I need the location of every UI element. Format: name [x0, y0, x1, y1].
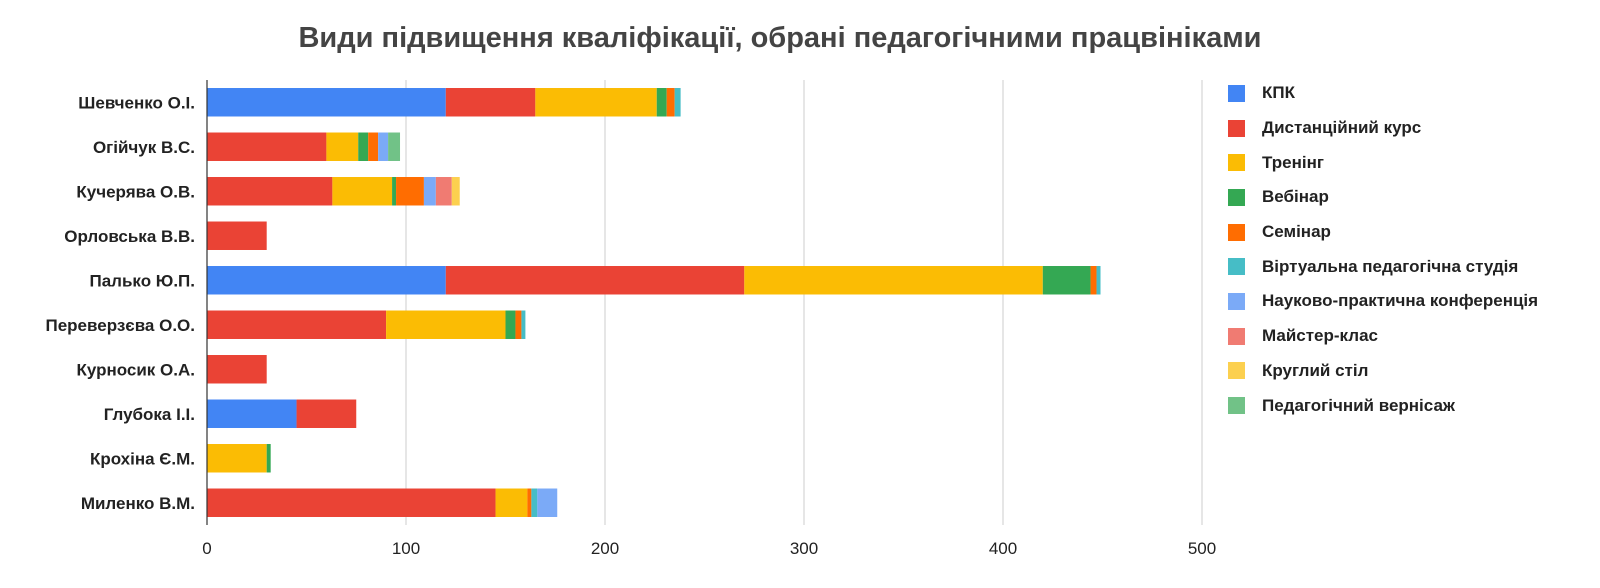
y-tick-label: Огійчук В.С.	[93, 138, 195, 157]
bar-segment-8-2	[296, 399, 357, 428]
legend-item: Вебінар	[1228, 180, 1598, 215]
bar-segment-10-7	[537, 488, 558, 517]
legend-item: Круглий стіл	[1228, 354, 1598, 389]
x-tick-label: 200	[591, 539, 619, 558]
bar-segment-2-7	[378, 132, 389, 161]
bar-segment-3-2	[207, 177, 333, 206]
legend-item: Дистанційний курс	[1228, 111, 1598, 146]
bar-segment-1-3	[535, 88, 657, 117]
bar-segment-6-4	[505, 310, 516, 339]
bar-segment-2-2	[207, 132, 327, 161]
bar-segment-3-5	[396, 177, 424, 206]
y-tick-label: Палько Ю.П.	[89, 271, 195, 290]
bar-segment-10-3	[495, 488, 528, 517]
bar-segment-5-4	[1042, 266, 1091, 295]
bar-segment-6-6	[521, 310, 526, 339]
legend: КПК Дистанційний курс Тренінг Вебінар Семіна…	[1228, 76, 1598, 423]
bar-segment-1-1	[207, 88, 446, 117]
bars	[207, 88, 1101, 517]
bar-segment-5-1	[207, 266, 446, 295]
y-tick-label: Курносик О.А.	[76, 360, 195, 379]
bar-segment-2-3	[326, 132, 359, 161]
bar-segment-5-5	[1090, 266, 1097, 295]
x-tick-label: 300	[790, 539, 818, 558]
bar-segment-5-6	[1096, 266, 1101, 295]
bar-segment-2-10	[388, 132, 401, 161]
legend-swatch	[1228, 154, 1245, 172]
legend-label: Тренінг	[1262, 152, 1324, 172]
legend-item: Науково-практична конференція	[1228, 284, 1598, 319]
y-tick-label: Шевченко О.І.	[78, 93, 195, 112]
legend-label: Майстер-клас	[1262, 326, 1378, 346]
legend-label: Вебінар	[1262, 187, 1329, 207]
legend-swatch	[1228, 327, 1245, 345]
legend-swatch	[1228, 188, 1245, 206]
y-tick-label: Орловська В.В.	[64, 227, 195, 246]
legend-item: Віртуальна педагогічна студія	[1228, 249, 1598, 284]
legend-label: Семінар	[1262, 222, 1331, 242]
chart-title: Види підвищення кваліфікації, обрані пед…	[298, 22, 1262, 54]
bar-segment-3-3	[332, 177, 393, 206]
bar-segment-1-4	[656, 88, 667, 117]
y-tick-label: Крохіна Є.М.	[90, 449, 195, 468]
bar-segment-3-4	[392, 177, 397, 206]
bar-segment-3-9	[451, 177, 460, 206]
x-tick-label: 500	[1188, 539, 1216, 558]
x-tick-label: 0	[202, 539, 211, 558]
bar-segment-2-4	[358, 132, 369, 161]
bar-segment-9-4	[266, 444, 271, 473]
axes: 0 100 200 300 400 500 Шевченко О.І. Огійчук В.С…	[46, 80, 1216, 558]
legend-swatch	[1228, 362, 1245, 380]
legend-item: Майстер-клас	[1228, 319, 1598, 354]
legend-label: Педагогічний вернісаж	[1262, 395, 1455, 415]
y-tick-label: Кучерява О.В.	[76, 182, 195, 201]
legend-swatch	[1228, 397, 1245, 415]
bar-segment-10-2	[207, 488, 496, 517]
x-tick-label: 400	[989, 539, 1017, 558]
legend-swatch	[1228, 292, 1245, 310]
bar-segment-10-5	[527, 488, 532, 517]
bar-segment-8-1	[207, 399, 297, 428]
y-tick-label: Переверзєва О.О.	[46, 316, 196, 335]
legend-item: Педагогічний вернісаж	[1228, 388, 1598, 423]
legend-swatch	[1228, 258, 1245, 276]
bar-segment-6-5	[515, 310, 522, 339]
bar-segment-3-7	[423, 177, 436, 206]
legend-label: Віртуальна педагогічна студія	[1262, 256, 1519, 276]
x-tick-label: 100	[392, 539, 420, 558]
legend-item: Тренінг	[1228, 145, 1598, 180]
bar-segment-1-2	[445, 88, 536, 117]
bar-segment-4-2	[207, 221, 267, 250]
legend-label: Дистанційний курс	[1262, 118, 1422, 138]
bar-segment-3-8	[435, 177, 452, 206]
bar-segment-2-5	[368, 132, 379, 161]
legend-swatch	[1228, 223, 1245, 241]
legend-label: Круглий стіл	[1262, 360, 1369, 380]
legend-label: Науково-практична конференція	[1262, 291, 1539, 311]
bar-segment-6-2	[207, 310, 387, 339]
bar-segment-7-2	[207, 355, 267, 384]
gridlines	[405, 80, 1203, 525]
bar-segment-10-6	[531, 488, 538, 517]
legend-swatch	[1228, 84, 1245, 102]
legend-label: КПК	[1262, 83, 1295, 103]
bar-segment-6-3	[386, 310, 506, 339]
bar-segment-5-2	[445, 266, 745, 295]
legend-item: КПК	[1228, 76, 1598, 111]
legend-swatch	[1228, 119, 1245, 137]
y-tick-label: Миленко В.М.	[81, 494, 195, 513]
bar-segment-9-3	[207, 444, 267, 473]
y-tick-label: Глубока І.І.	[104, 405, 195, 424]
bar-segment-1-5	[666, 88, 675, 117]
legend-item: Семінар	[1228, 215, 1598, 250]
bar-segment-1-6	[674, 88, 681, 117]
bar-segment-5-3	[744, 266, 1043, 295]
